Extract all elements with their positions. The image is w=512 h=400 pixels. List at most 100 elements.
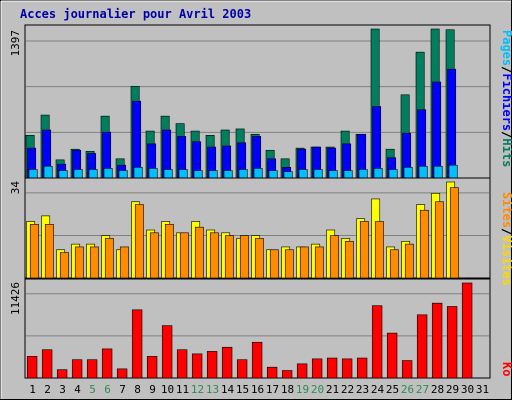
bar-pages (433, 165, 443, 179)
bar-kbytes (401, 360, 413, 379)
bar-kbytes (251, 341, 263, 379)
x-tick-label: 25 (386, 383, 399, 396)
bar-pages (118, 170, 128, 179)
bar-sites (164, 224, 174, 279)
bar-sites (74, 246, 84, 279)
bar-kbytes (131, 309, 143, 379)
bar-pages (388, 169, 398, 179)
bar-sites (269, 249, 279, 279)
bar-kbytes (41, 349, 53, 379)
x-axis-labels: 1 2 3 4 5 6 7 8 9 10 11 12 13 14 15 16 17 18 19 20 21 22 23 24 2… (29, 383, 489, 396)
svg-text:Ko: Ko (500, 362, 512, 376)
bar-pages (358, 169, 368, 179)
bar-pages (193, 170, 203, 179)
x-tick-label: 14 (221, 383, 235, 396)
bar-kbytes (386, 332, 398, 379)
bar-sites (374, 221, 384, 279)
bar-pages (328, 170, 338, 179)
bar-pages (418, 165, 428, 179)
bar-kbytes (266, 366, 278, 379)
bar-pages (163, 169, 173, 179)
x-tick-label: 13 (206, 383, 219, 396)
bar-sites (419, 209, 429, 279)
x-tick-label: 24 (371, 383, 385, 396)
bar-kbytes (281, 370, 293, 379)
bar-sites (299, 246, 309, 279)
x-tick-label: 9 (149, 383, 156, 396)
bar-kbytes (431, 302, 443, 379)
legend-sites: Sites (500, 192, 512, 228)
bar-sites (224, 235, 234, 279)
bar-sites (434, 201, 444, 279)
x-tick-label: 31 (476, 383, 489, 396)
bar-sites (119, 246, 129, 279)
bar-pages (448, 164, 458, 179)
bar-pages (298, 169, 308, 179)
x-tick-label: 28 (431, 383, 444, 396)
bar-kbytes (146, 356, 158, 379)
bar-kbytes (221, 346, 233, 379)
bar-kbytes (356, 357, 368, 379)
bar-kbytes (191, 353, 203, 379)
bar-sites (449, 187, 459, 279)
bar-files (132, 100, 142, 179)
bar-sites (314, 246, 324, 279)
bar-pages (238, 169, 248, 179)
x-tick-label: 4 (74, 383, 81, 396)
bar-sites (194, 226, 204, 279)
bar-pages (283, 171, 293, 179)
legend-mid: Sites/Visites (500, 192, 512, 286)
bar-kbytes (236, 359, 248, 379)
chart-title: Acces journalier pour Avril 2003 (20, 7, 251, 21)
bar-kbytes (26, 356, 38, 379)
bar-files (432, 81, 442, 179)
bar-pages (208, 170, 218, 179)
bar-pages (403, 167, 413, 179)
x-tick-label: 16 (251, 383, 264, 396)
bar-sites (389, 249, 399, 279)
panel-visits-sites (24, 177, 491, 279)
x-tick-label: 7 (119, 383, 126, 396)
bar-pages (313, 169, 323, 179)
bar-kbytes (206, 351, 218, 379)
legend-bot: Ko (500, 362, 512, 376)
bar-pages (103, 168, 113, 179)
x-tick-label: 3 (59, 383, 66, 396)
y-max-label-top: 1397 (9, 30, 22, 57)
bar-sites (329, 235, 339, 279)
bar-pages (88, 169, 98, 179)
bar-sites (404, 243, 414, 279)
svg-text:Pages/Fichiers/Hits: Pages/Fichiers/Hits (500, 30, 512, 167)
x-tick-label: 12 (191, 383, 204, 396)
x-tick-label: 8 (134, 383, 141, 396)
bar-sites (284, 249, 294, 279)
bar-pages (178, 169, 188, 179)
bar-sites (29, 224, 39, 279)
legend-hits: Hits (500, 138, 512, 167)
x-tick-label: 11 (176, 383, 189, 396)
bar-kbytes (161, 325, 173, 379)
bar-pages (133, 167, 143, 179)
legend-visites: Visites (500, 235, 512, 286)
x-tick-label: 30 (461, 383, 474, 396)
bar-pages (148, 168, 158, 179)
x-tick-label: 2 (44, 383, 51, 396)
panel-kbytes (24, 278, 491, 379)
panel-hits-files-pages (24, 24, 491, 179)
x-tick-label: 20 (311, 383, 324, 396)
x-tick-label: 26 (401, 383, 414, 396)
bar-sites (254, 238, 264, 279)
bar-pages (73, 169, 83, 179)
bar-kbytes (446, 306, 458, 379)
svg-text:Sites/Visites: Sites/Visites (500, 192, 512, 286)
bar-kbytes (56, 369, 68, 379)
bar-sites (44, 224, 54, 279)
x-tick-label: 1 (29, 383, 36, 396)
x-tick-label: 15 (236, 383, 249, 396)
y-max-label-bot: 11426 (9, 282, 22, 315)
bar-kbytes (71, 359, 83, 379)
x-tick-label: 5 (89, 383, 96, 396)
x-tick-label: 6 (104, 383, 111, 396)
bar-pages (373, 168, 383, 179)
